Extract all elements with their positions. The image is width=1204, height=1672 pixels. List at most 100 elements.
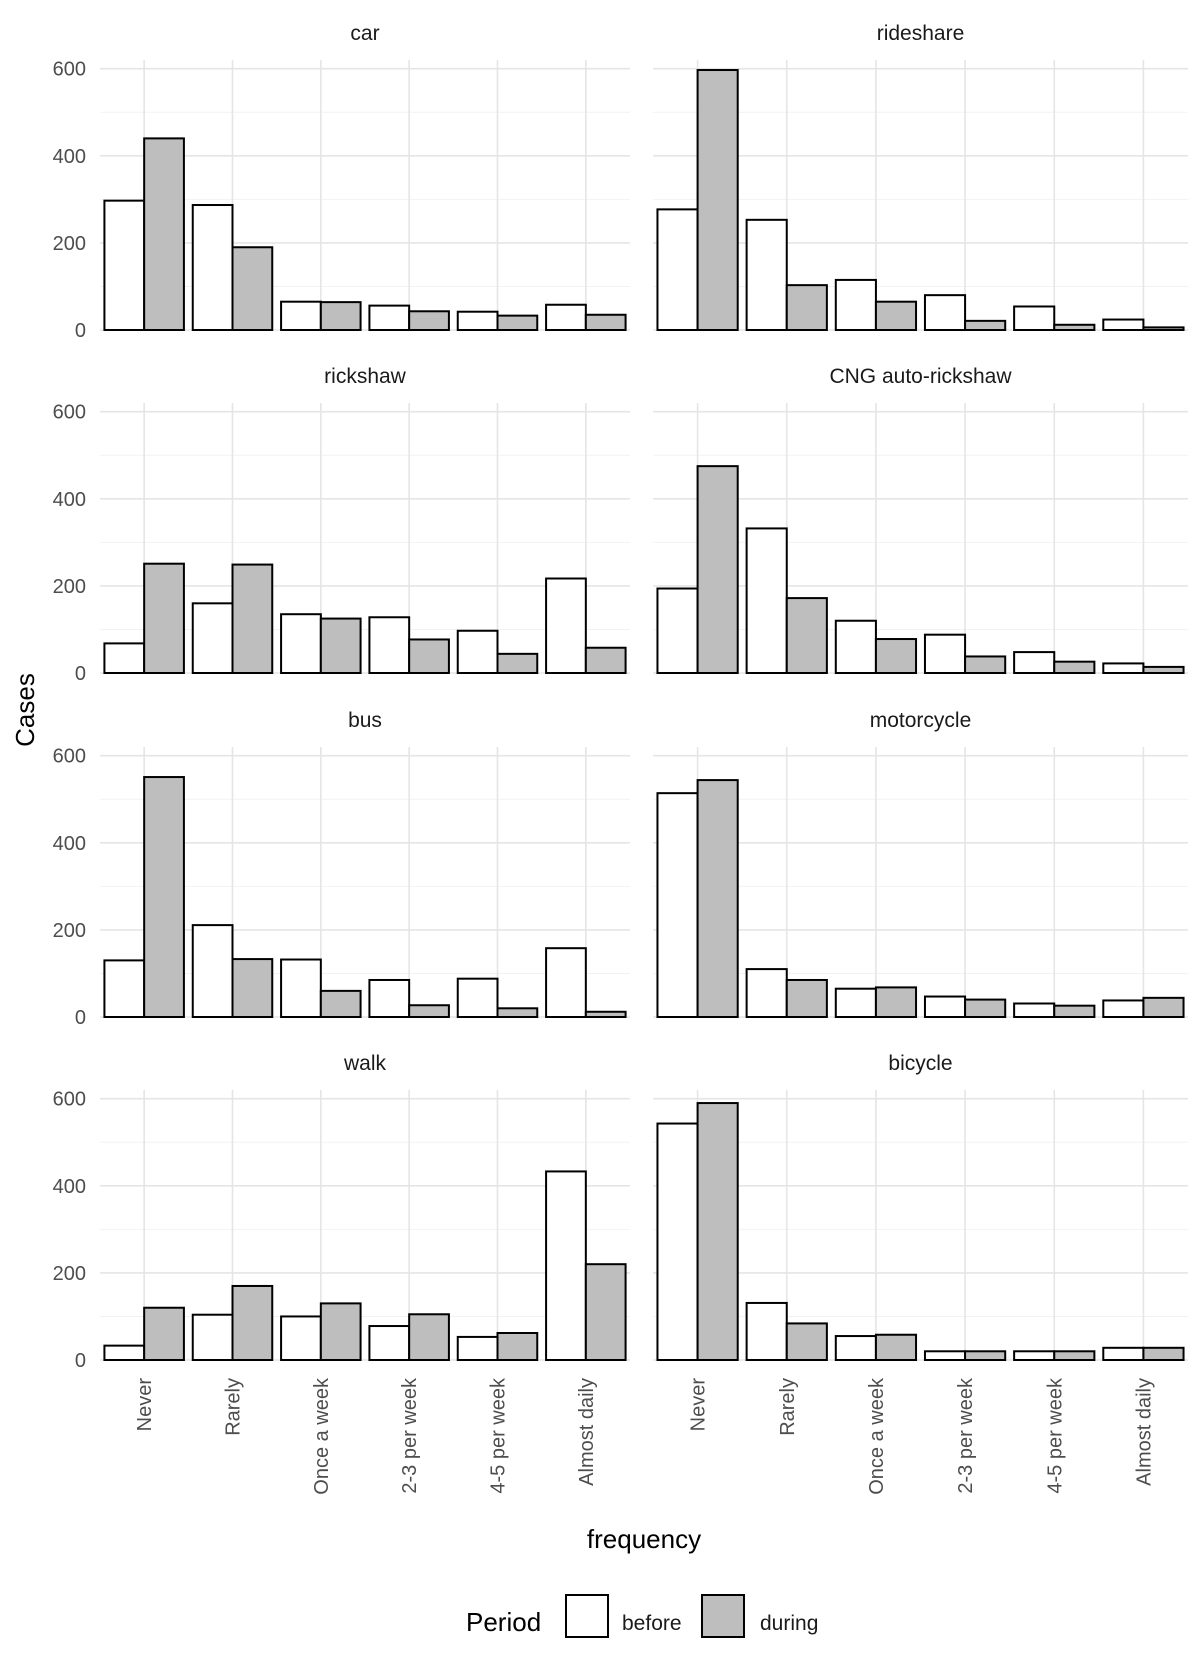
- legend-title: Period: [466, 1607, 541, 1637]
- bar-before-car: [456, 310, 499, 332]
- bar-before-walk: [280, 1315, 322, 1362]
- bar-during-motorcycle: [1142, 996, 1185, 1018]
- bar-during-walk: [408, 1313, 450, 1361]
- x-axis-title: frequency: [587, 1524, 701, 1554]
- bar-during-car: [231, 246, 274, 332]
- bar-during-cng-auto-rickshaw: [696, 465, 739, 675]
- bar-before-cng-auto-rickshaw: [923, 633, 967, 675]
- bar-before-rideshare: [745, 218, 788, 332]
- panel-title-car: car: [350, 22, 379, 45]
- bar-before-car: [280, 300, 322, 331]
- bar-during-motorcycle: [874, 986, 918, 1018]
- panel-title-bus: bus: [348, 709, 382, 732]
- bar-before-car: [191, 204, 234, 331]
- bar-before-car: [368, 304, 411, 332]
- bar-during-bus: [143, 776, 185, 1019]
- bar-before-cng-auto-rickshaw: [745, 527, 788, 675]
- bar-during-rideshare: [964, 319, 1007, 331]
- legend-label-before: before: [622, 1612, 682, 1635]
- bar-before-cng-auto-rickshaw: [834, 619, 877, 675]
- bar-during-cng-auto-rickshaw: [1142, 665, 1185, 674]
- y-tick-label: 600: [53, 59, 86, 81]
- bar-before-bus: [191, 924, 234, 1019]
- bar-before-bus: [456, 977, 499, 1019]
- bar-during-rickshaw: [143, 562, 185, 674]
- bar-before-motorcycle: [656, 792, 699, 1019]
- bar-during-walk: [143, 1306, 185, 1362]
- x-tick-label: 4-5 per week: [1044, 1377, 1066, 1494]
- bar-before-motorcycle: [1102, 999, 1145, 1018]
- x-tick-label: Never: [134, 1378, 156, 1432]
- bar-during-rickshaw: [231, 563, 274, 674]
- bar-before-walk: [191, 1313, 234, 1362]
- y-tick-label: 600: [53, 1089, 86, 1111]
- bar-before-rideshare: [1102, 318, 1145, 332]
- bar-during-bicycle: [1053, 1350, 1096, 1361]
- panel-title-walk: walk: [343, 1052, 387, 1075]
- bar-during-rideshare: [1053, 323, 1096, 332]
- x-tick-label: Never: [688, 1378, 710, 1432]
- panel-title-rickshaw: rickshaw: [324, 365, 407, 388]
- bar-during-bicycle: [785, 1322, 828, 1361]
- bar-during-rickshaw: [584, 646, 627, 675]
- bar-during-car: [408, 310, 450, 332]
- bar-before-bus: [280, 958, 322, 1018]
- y-tick-label: 0: [75, 1350, 86, 1372]
- panel-title-cng-auto-rickshaw: CNG auto-rickshaw: [829, 365, 1012, 388]
- bar-during-car: [319, 301, 362, 331]
- bar-during-bus: [231, 958, 274, 1018]
- bar-during-cng-auto-rickshaw: [785, 597, 828, 675]
- bar-before-bicycle: [834, 1335, 877, 1361]
- y-tick-label: 0: [75, 320, 86, 342]
- x-tick-label: 2-3 per week: [955, 1377, 977, 1494]
- bar-during-bus: [408, 1004, 450, 1019]
- bar-during-bicycle: [874, 1333, 918, 1362]
- bar-during-car: [143, 137, 185, 331]
- x-tick-label: Once a week: [311, 1377, 333, 1495]
- bar-before-motorcycle: [834, 987, 877, 1018]
- bar-before-motorcycle: [923, 995, 967, 1019]
- bar-before-car: [103, 199, 146, 331]
- bar-before-rickshaw: [456, 629, 499, 674]
- bar-before-cng-auto-rickshaw: [1013, 651, 1056, 675]
- bar-during-rickshaw: [408, 638, 450, 674]
- bar-before-rickshaw: [368, 616, 411, 674]
- x-tick-label: 4-5 per week: [488, 1377, 510, 1494]
- legend-key-before: [565, 1594, 609, 1638]
- bar-before-bus: [545, 947, 587, 1018]
- bar-before-rickshaw: [545, 577, 587, 674]
- bar-before-bicycle: [1013, 1350, 1056, 1361]
- bar-during-cng-auto-rickshaw: [964, 655, 1007, 674]
- bar-before-cng-auto-rickshaw: [1102, 662, 1145, 675]
- x-tick-label: Almost daily: [576, 1378, 598, 1486]
- bar-during-walk: [584, 1263, 627, 1362]
- y-tick-label: 200: [53, 233, 86, 255]
- y-tick-label: 0: [75, 1007, 86, 1029]
- bar-during-bicycle: [964, 1350, 1007, 1361]
- bar-before-rickshaw: [191, 602, 234, 674]
- y-tick-label: 400: [53, 146, 86, 168]
- bar-before-bicycle: [745, 1301, 788, 1362]
- bar-during-rideshare: [1142, 326, 1185, 331]
- bar-during-rickshaw: [496, 652, 539, 674]
- y-tick-label: 200: [53, 576, 86, 598]
- x-tick-label: Rarely: [223, 1378, 245, 1436]
- bar-before-car: [545, 303, 587, 332]
- bar-during-bus: [319, 989, 362, 1019]
- bar-during-walk: [496, 1332, 539, 1361]
- bar-before-rideshare: [923, 294, 967, 331]
- bar-before-rideshare: [834, 278, 877, 331]
- bar-before-rickshaw: [103, 642, 146, 674]
- bar-before-bicycle: [923, 1350, 967, 1361]
- bar-before-bus: [368, 978, 411, 1019]
- bar-during-walk: [319, 1302, 362, 1361]
- bar-before-motorcycle: [1013, 1002, 1056, 1018]
- bar-during-bicycle: [696, 1102, 739, 1362]
- x-tick-label: Once a week: [866, 1377, 888, 1495]
- y-tick-label: 400: [53, 1176, 86, 1198]
- bar-during-motorcycle: [785, 978, 828, 1019]
- bar-during-rideshare: [696, 69, 739, 331]
- bar-during-cng-auto-rickshaw: [874, 638, 918, 675]
